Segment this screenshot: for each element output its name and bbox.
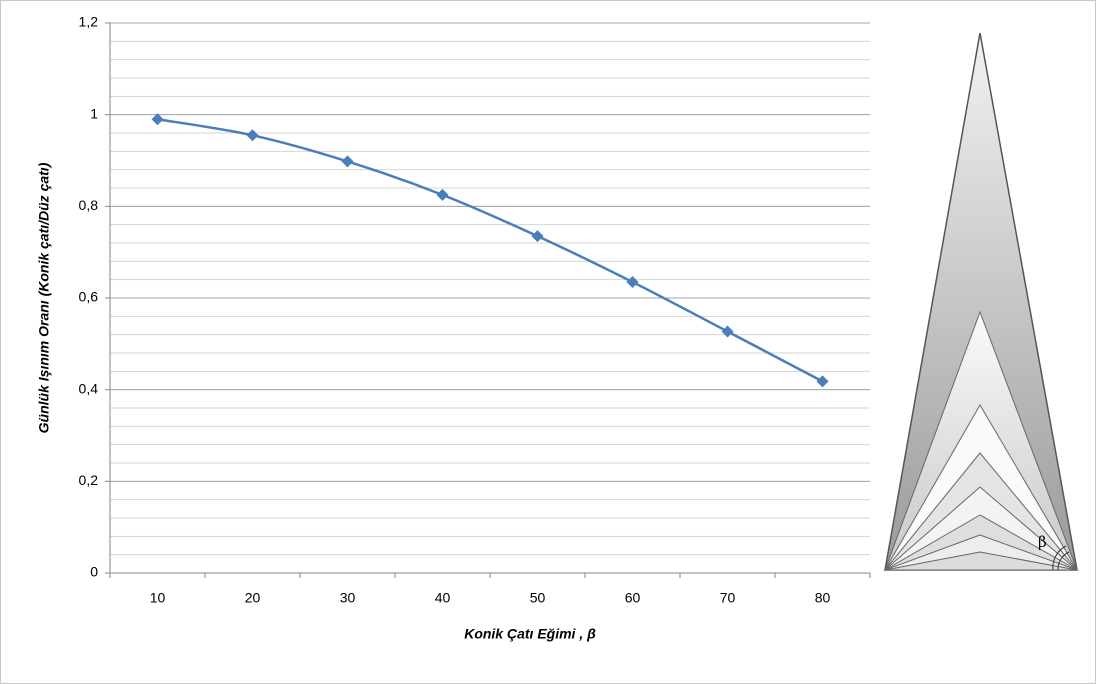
series-line — [157, 118, 824, 383]
y-tick-label: 0,2 — [79, 472, 99, 488]
x-tick-label: 60 — [625, 590, 641, 606]
x-tick-label: 50 — [530, 590, 546, 606]
cone-diagram: β — [883, 32, 1079, 571]
x-tick-label: 20 — [245, 590, 261, 606]
y-tick-label: 1,2 — [79, 14, 99, 30]
x-tick-label: 30 — [340, 590, 356, 606]
x-axis-title: Konik Çatı Eğimi , β — [464, 626, 596, 642]
point — [341, 155, 354, 168]
point — [816, 375, 829, 388]
y-tick-label: 0,6 — [79, 289, 99, 305]
point — [721, 325, 734, 338]
point — [626, 275, 639, 288]
point — [531, 230, 544, 243]
y-tick-label: 1 — [90, 105, 98, 121]
angle-label: β — [1038, 533, 1047, 551]
point — [151, 113, 164, 126]
x-tick-label: 10 — [150, 590, 166, 606]
x-tick-label: 70 — [720, 590, 736, 606]
point — [436, 188, 449, 201]
x-tick-label: 80 — [815, 590, 831, 606]
y-tick-label: 0 — [90, 564, 98, 580]
x-tick-label: 40 — [435, 590, 451, 606]
y-axis-title: Günlük Işınım Oranı (Konik çatı/Düz çatı… — [36, 162, 52, 433]
point — [246, 129, 259, 142]
y-tick-label: 0,4 — [79, 380, 99, 396]
y-tick-label: 0,8 — [79, 197, 99, 213]
